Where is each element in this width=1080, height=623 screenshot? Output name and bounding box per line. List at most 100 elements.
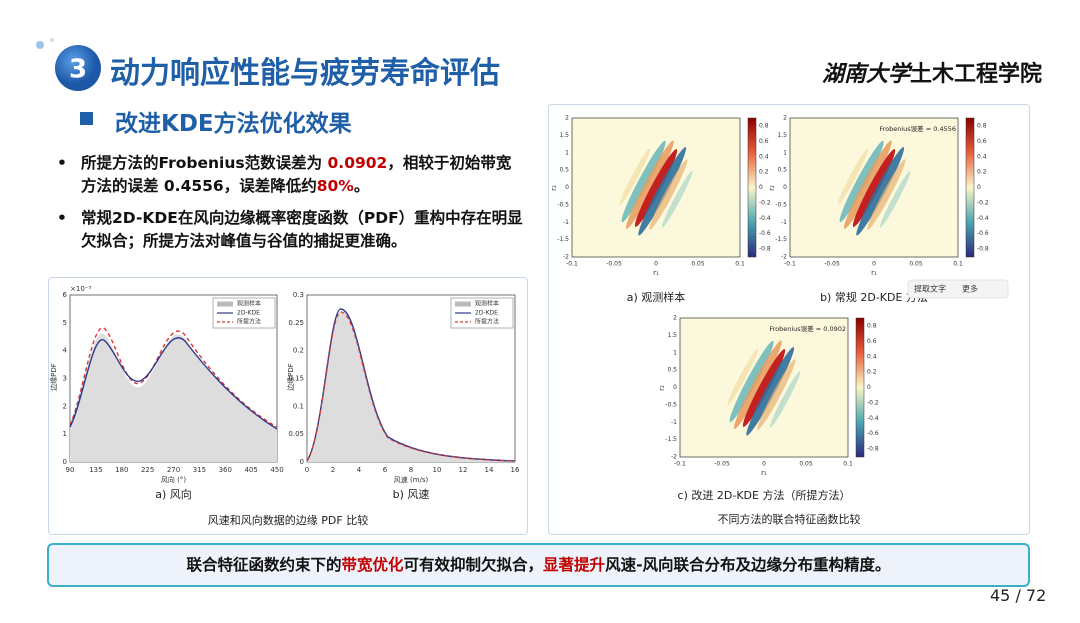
bullet-text: 常规2D-KDE在风向边缘概率密度函数（PDF）重构中存在明显欠拟合；所提方法对…: [81, 209, 523, 250]
bullet-text: 。: [353, 177, 370, 195]
x-tick-label: 12: [459, 466, 468, 474]
colorbar-tick-label: -0.8: [759, 246, 771, 253]
y-tick-label: -0.5: [775, 201, 787, 208]
y-tick-label: 2: [565, 115, 569, 122]
panel-caption: c) 改进 2D-KDE 方法（所提方法）: [678, 488, 851, 502]
panel-caption: a) 风向: [155, 487, 192, 501]
legend-label: 2D-KDE: [237, 310, 260, 317]
x-tick-label: 0: [762, 461, 766, 468]
colorbar-tick-label: 0.2: [977, 169, 987, 176]
y-axis-label: 边缘PDF: [286, 363, 295, 391]
x-tick-label: 14: [485, 466, 494, 474]
x-tick-label: 0.1: [843, 461, 853, 468]
axis-exponent: ×10⁻³: [70, 285, 91, 293]
colorbar-tick-label: 0.8: [759, 123, 769, 130]
colorbar-tick-label: 0.6: [977, 138, 987, 145]
y-tick-label: -0.5: [557, 201, 569, 208]
colorbar-tick-label: 0.8: [867, 323, 877, 330]
colorbar-tick-label: 0.8: [977, 123, 987, 130]
section-number: 3: [69, 55, 87, 85]
x-tick-label: 225: [141, 466, 154, 474]
x-tick-label: -0.1: [566, 261, 578, 268]
y-tick-label: 1: [63, 430, 67, 438]
bullet-text: 0.0902: [327, 154, 388, 172]
colorbar-tick-label: -0.2: [977, 199, 989, 206]
panel-caption: b) 风速: [393, 488, 430, 501]
conclusion-text: 带宽优化: [341, 556, 404, 574]
figure-caption: 风速和风向数据的边缘 PDF 比较: [208, 513, 368, 527]
conclusion-text: 可有效抑制欠拟合，: [403, 556, 544, 574]
y-tick-label: -1.5: [557, 236, 569, 243]
y-tick-label: 0.25: [288, 319, 304, 327]
y-tick-label: 0: [63, 458, 67, 466]
legend-label: 观测样本: [237, 300, 261, 308]
decor: 3: [36, 38, 101, 91]
y-tick-label: 3: [63, 375, 67, 383]
x-tick-label: 0: [654, 261, 658, 268]
toolbar-button[interactable]: 更多: [962, 284, 978, 294]
x-axis-label: r₁: [871, 269, 877, 277]
y-axis-label: r₂: [550, 185, 558, 191]
x-tick-label: 0.05: [691, 261, 705, 268]
legend-label: 所提方法: [475, 318, 499, 326]
x-tick-label: 135: [89, 466, 102, 474]
conclusion-text: 联合特征函数约束下的: [186, 556, 342, 574]
bullet-text: 所提方法的Frobenius范数误差为: [81, 154, 328, 172]
x-tick-label: 4: [357, 466, 362, 474]
y-tick-label: -1: [671, 419, 677, 426]
y-tick-label: 0.2: [293, 347, 304, 355]
x-axis-label: 风向 (°): [161, 475, 186, 484]
y-tick-label: -1.5: [775, 236, 787, 243]
annotation: Frobenius误差 = 0.4556: [879, 124, 956, 133]
y-tick-label: -2: [781, 254, 787, 261]
x-tick-label: 0.05: [909, 261, 923, 268]
y-tick-label: 1: [673, 349, 677, 356]
x-tick-label: 180: [115, 466, 128, 474]
y-tick-label: 0.5: [559, 167, 569, 174]
y-tick-label: 2: [673, 315, 677, 322]
colorbar-tick-label: 0.4: [867, 353, 877, 360]
y-tick-label: -1: [563, 219, 569, 226]
x-axis-label: 风速 (m/s): [394, 476, 429, 484]
x-tick-label: -0.05: [824, 261, 840, 268]
y-tick-label: 0.3: [293, 291, 304, 299]
colorbar-tick-label: 0.2: [759, 169, 769, 176]
conclusion: 联合特征函数约束下的带宽优化可有效抑制欠拟合，显著提升风速-风向联合分布及边缘分…: [47, 543, 1030, 587]
y-tick-label: 0: [783, 184, 787, 191]
y-tick-label: 0: [565, 184, 569, 191]
logo: 湖南大学土木工程学院: [822, 56, 1042, 88]
x-tick-label: 270: [167, 466, 180, 474]
colorbar-tick-label: -0.4: [759, 215, 771, 222]
x-tick-label: 405: [244, 466, 257, 474]
x-axis-label: r₁: [761, 469, 767, 477]
bullet-dot: •: [57, 154, 67, 172]
conclusion-text: 风速-风向联合分布及边缘分布重构精度。: [605, 556, 891, 574]
y-tick-label: 2: [63, 402, 67, 410]
toolbar-button[interactable]: 提取文字: [914, 284, 946, 294]
figure-frame: [548, 104, 1030, 535]
bullet: • 常规2D-KDE在风向边缘概率密度函数（PDF）重构中存在明显欠拟合；所提方法…: [55, 207, 525, 253]
y-tick-label: -2: [563, 254, 569, 261]
title: 动力响应性能与疲劳寿命评估: [110, 56, 500, 91]
colorbar-tick-label: -0.8: [867, 446, 879, 453]
y-tick-label: -2: [671, 454, 677, 461]
colorbar-tick-label: -0.2: [759, 199, 771, 206]
y-tick-label: 1.5: [559, 132, 569, 139]
y-tick-label: 0.5: [667, 367, 677, 374]
y-tick-label: 0.15: [288, 375, 304, 383]
y-tick-label: 0.5: [777, 167, 787, 174]
colorbar-tick-label: -0.6: [759, 230, 771, 237]
logo-script: 湖南大学: [822, 61, 911, 87]
colorbar-tick-label: 0: [977, 184, 981, 191]
y-axis-label: 边缘PDF: [49, 363, 58, 391]
y-axis-label: r₂: [768, 185, 776, 191]
colorbar-tick-label: -0.6: [977, 230, 989, 237]
bullet-text: ，相较于初始带宽方法的误差 0.4556，误差降低约: [81, 154, 512, 195]
x-axis-label: r₁: [653, 269, 659, 277]
section-title: 改进KDE方法优化效果: [115, 111, 352, 137]
left-figure: 90 135 180 225 270 315 360 405 4500123456边缘PDF风向…: [49, 285, 520, 527]
figure-frame: [48, 277, 528, 535]
legend-label: 观测样本: [475, 300, 499, 308]
bullet-dot: •: [57, 209, 67, 227]
